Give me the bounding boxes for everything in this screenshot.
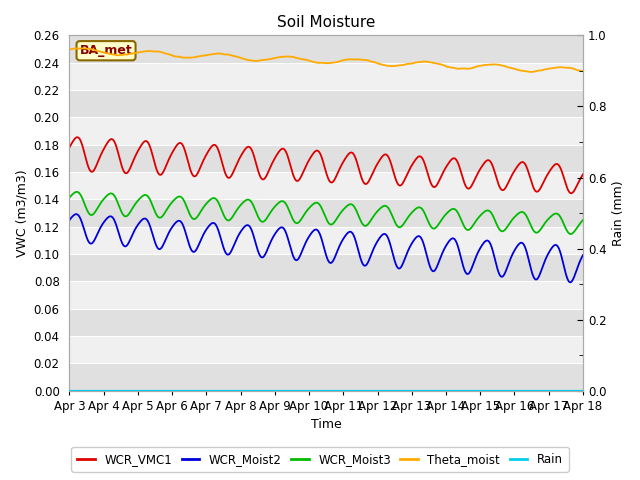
Text: BA_met: BA_met [79, 44, 132, 57]
Bar [69, 36, 583, 63]
Bar [69, 172, 583, 199]
Bar [69, 309, 583, 336]
Bar [69, 118, 583, 144]
Y-axis label: VWC (m3/m3): VWC (m3/m3) [15, 169, 28, 257]
Bar [69, 90, 583, 118]
Bar [69, 199, 583, 227]
X-axis label: Time: Time [311, 419, 342, 432]
Bar [69, 227, 583, 254]
Bar [69, 63, 583, 90]
Title: Soil Moisture: Soil Moisture [277, 15, 376, 30]
Y-axis label: Rain (mm): Rain (mm) [612, 180, 625, 246]
Bar [69, 144, 583, 172]
Bar [69, 281, 583, 309]
Bar [69, 254, 583, 281]
Bar [69, 336, 583, 363]
Bar [69, 363, 583, 391]
Legend: WCR_VMC1, WCR_Moist2, WCR_Moist3, Theta_moist, Rain: WCR_VMC1, WCR_Moist2, WCR_Moist3, Theta_… [71, 447, 569, 472]
